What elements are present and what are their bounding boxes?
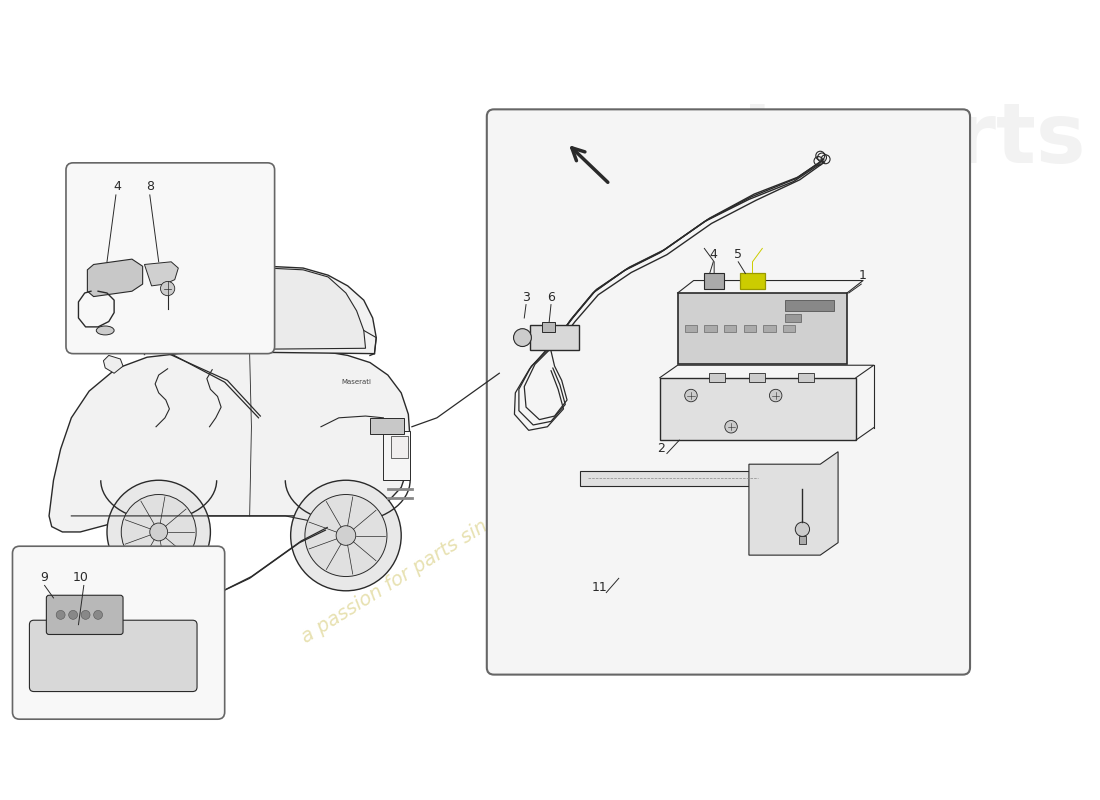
Circle shape	[150, 523, 167, 541]
Text: 8: 8	[146, 180, 154, 193]
Bar	[798, 374, 814, 382]
Bar	[740, 274, 764, 290]
Text: Maserati: Maserati	[342, 379, 372, 385]
Text: 3: 3	[522, 290, 530, 304]
Circle shape	[725, 421, 737, 433]
Polygon shape	[144, 262, 178, 286]
Text: autoparts
1985: autoparts 1985	[626, 98, 1086, 274]
FancyBboxPatch shape	[30, 620, 197, 691]
Bar	[542, 322, 556, 332]
Bar	[684, 325, 697, 332]
Circle shape	[514, 329, 531, 346]
Bar	[749, 374, 764, 382]
Text: 10: 10	[73, 570, 88, 584]
Polygon shape	[144, 266, 376, 354]
Circle shape	[68, 610, 78, 619]
Bar	[784, 300, 834, 311]
Circle shape	[81, 610, 90, 619]
Polygon shape	[390, 436, 408, 458]
FancyBboxPatch shape	[46, 595, 123, 634]
Circle shape	[121, 494, 196, 570]
Circle shape	[56, 610, 65, 619]
Circle shape	[107, 480, 210, 584]
Text: 6: 6	[547, 290, 554, 304]
Circle shape	[290, 480, 402, 590]
Bar	[704, 274, 724, 290]
Bar	[678, 293, 847, 364]
Polygon shape	[156, 268, 365, 350]
Polygon shape	[87, 259, 143, 297]
Circle shape	[769, 390, 782, 402]
Circle shape	[305, 494, 387, 577]
Bar	[783, 325, 795, 332]
FancyBboxPatch shape	[12, 546, 224, 719]
Text: 1: 1	[859, 270, 867, 282]
FancyBboxPatch shape	[66, 163, 275, 354]
Ellipse shape	[97, 326, 114, 335]
Circle shape	[337, 526, 355, 546]
Bar	[529, 325, 579, 350]
Text: 9: 9	[41, 570, 48, 584]
Text: a passion for parts since 1985: a passion for parts since 1985	[298, 474, 558, 646]
Circle shape	[684, 390, 697, 402]
Circle shape	[795, 522, 810, 537]
Text: 4: 4	[113, 180, 122, 193]
Bar	[763, 325, 776, 332]
Bar	[708, 374, 725, 382]
Bar	[370, 418, 404, 434]
Text: 5: 5	[734, 248, 742, 261]
Bar	[784, 314, 801, 322]
Bar	[744, 325, 756, 332]
FancyBboxPatch shape	[487, 110, 970, 674]
Text: 11: 11	[592, 582, 607, 594]
Polygon shape	[50, 350, 410, 532]
Bar	[799, 535, 806, 545]
Bar	[704, 325, 717, 332]
Text: 4: 4	[710, 248, 717, 261]
Polygon shape	[749, 452, 838, 555]
Polygon shape	[103, 355, 123, 374]
Polygon shape	[580, 471, 767, 486]
Polygon shape	[384, 431, 410, 480]
Text: 2: 2	[658, 442, 666, 455]
Bar	[724, 325, 736, 332]
Circle shape	[94, 610, 102, 619]
Bar	[660, 378, 856, 440]
Circle shape	[161, 282, 175, 296]
